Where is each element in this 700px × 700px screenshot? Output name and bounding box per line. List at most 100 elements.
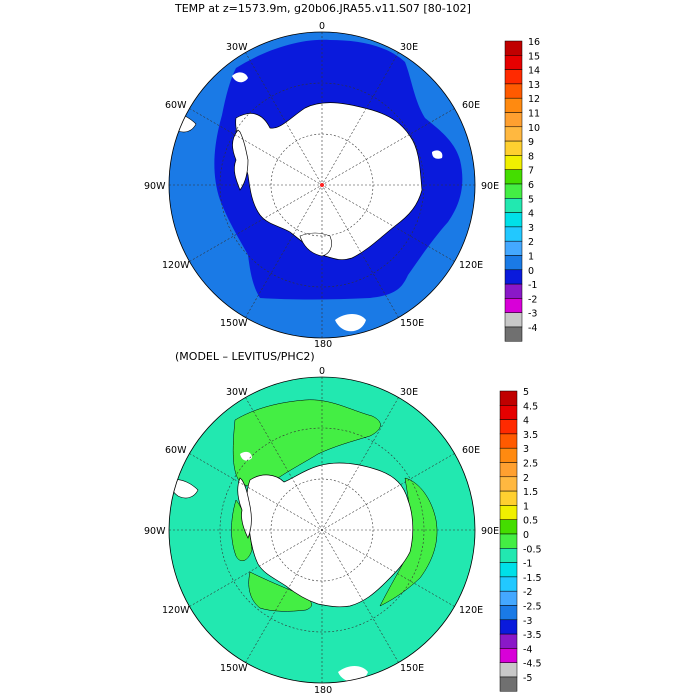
bottom-panel-title: (MODEL – LEVITUS/PHC2) bbox=[175, 350, 315, 363]
cb-bot-swatch bbox=[499, 648, 518, 663]
cb-top-swatch bbox=[504, 40, 523, 56]
cb-top-label: 5 bbox=[528, 194, 534, 205]
cb-top-swatch bbox=[504, 97, 523, 113]
top-lon-label-90e: 90E bbox=[481, 181, 499, 192]
cb-top-swatch bbox=[504, 255, 523, 271]
cb-top-label: 12 bbox=[528, 94, 540, 105]
top-lon-label-0: 0 bbox=[319, 21, 325, 32]
cb-top-label: 3 bbox=[528, 223, 534, 234]
top-island-mask-3 bbox=[335, 314, 366, 332]
cb-top-swatch bbox=[504, 69, 523, 85]
cb-bot-swatch bbox=[499, 619, 518, 635]
cb-bot-swatch bbox=[499, 433, 518, 449]
cb-bot-swatch bbox=[499, 633, 518, 649]
cb-top-swatch bbox=[504, 312, 523, 328]
bottom-graticule bbox=[169, 377, 475, 683]
cb-top-swatch bbox=[504, 298, 523, 313]
cb-bot-label: 4 bbox=[523, 416, 529, 427]
pole-marker bbox=[320, 183, 324, 187]
top-lon-label-90w: 90W bbox=[144, 181, 166, 192]
antarctica-landmass-bottom bbox=[246, 462, 414, 608]
cb-bot-swatch bbox=[499, 590, 518, 606]
bottom-lon-label-90e: 90E bbox=[481, 526, 499, 537]
cb-bot-label: 5 bbox=[523, 387, 529, 398]
cb-top-label: 11 bbox=[528, 109, 540, 120]
cb-bot-label: 2.5 bbox=[523, 459, 538, 470]
cb-top-label: -4 bbox=[528, 323, 537, 334]
top-lon-label-150e: 150E bbox=[400, 318, 424, 329]
cb-bot-label: 0.5 bbox=[523, 516, 538, 527]
top-island-mask-2 bbox=[432, 150, 443, 159]
cb-top-label: -2 bbox=[528, 294, 537, 305]
cb-bot-swatch bbox=[499, 533, 518, 549]
top-panel-title: TEMP at z=1573.9m, g20b06.JRA55.v11.S07 … bbox=[175, 2, 471, 15]
cb-bot-label: -3 bbox=[523, 616, 532, 627]
bottom-lon-label-90w: 90W bbox=[144, 526, 166, 537]
bottom-polar-map: 0 30E 60E 90E 120E 150E 180 150W 120W 90… bbox=[144, 366, 542, 696]
bottom-lon-label-60e: 60E bbox=[462, 445, 480, 456]
cb-bot-label: -4 bbox=[523, 644, 532, 655]
cb-bot-label: -0.5 bbox=[523, 544, 542, 555]
cb-top-swatch bbox=[504, 126, 523, 142]
cb-bot-label: -2 bbox=[523, 587, 532, 598]
cb-top-swatch bbox=[504, 112, 523, 128]
top-lon-label-30e: 30E bbox=[400, 42, 418, 53]
cb-top-label: 15 bbox=[528, 51, 540, 62]
top-lon-label-120w: 120W bbox=[162, 260, 190, 271]
cb-bot-label: -2.5 bbox=[523, 602, 542, 613]
cb-top-label: 14 bbox=[528, 66, 540, 77]
cb-bot-label: 4.5 bbox=[523, 401, 538, 412]
antarctic-peninsula bbox=[232, 129, 249, 191]
cb-top-label: 8 bbox=[528, 151, 534, 162]
cb-top-label: -1 bbox=[528, 280, 537, 291]
top-map-border bbox=[168, 31, 476, 339]
cb-top-swatch bbox=[504, 83, 523, 99]
bottom-lon-label-30w: 30W bbox=[226, 387, 248, 398]
cb-bot-swatch bbox=[499, 447, 518, 463]
bottom-map-border bbox=[168, 376, 476, 684]
bottom-lon-label-120w: 120W bbox=[162, 605, 190, 616]
bottom-lon-label-150e: 150E bbox=[400, 663, 424, 674]
cb-top-label: 1 bbox=[528, 252, 534, 263]
cb-top-label: 7 bbox=[528, 166, 534, 177]
cb-top-swatch bbox=[504, 198, 523, 213]
cb-bot-label: 3 bbox=[523, 444, 529, 455]
cb-top-swatch bbox=[504, 183, 523, 199]
bottom-lon-label-0: 0 bbox=[319, 366, 325, 377]
cb-top-swatch bbox=[504, 283, 523, 299]
cb-bot-label: 0 bbox=[523, 530, 529, 541]
cb-top-label: 13 bbox=[528, 80, 540, 91]
cb-bot-swatch bbox=[499, 405, 518, 420]
cb-top-swatch bbox=[504, 169, 523, 185]
cb-bot-swatch bbox=[499, 462, 518, 478]
cb-bot-swatch bbox=[499, 390, 518, 406]
cb-top-label: 2 bbox=[528, 237, 534, 248]
cb-top-swatch bbox=[504, 155, 523, 170]
cb-bot-label: 2 bbox=[523, 473, 529, 484]
cb-bot-swatch bbox=[499, 548, 518, 563]
cb-bot-swatch bbox=[499, 519, 518, 535]
cb-bot-label: -1 bbox=[523, 559, 532, 570]
top-map-panel: 0 30E 60E 90E 120E 150E 180 150W 120W 90… bbox=[144, 21, 540, 350]
cb-top-swatch bbox=[504, 212, 523, 228]
cb-top-label: -3 bbox=[528, 309, 537, 320]
bottom-map-panel: 0 30E 60E 90E 120E 150E 180 150W 120W 90… bbox=[0, 350, 700, 700]
top-lon-label-120e: 120E bbox=[459, 260, 483, 271]
cb-bot-label: -4.5 bbox=[523, 659, 542, 670]
cb-top-label: 4 bbox=[528, 209, 534, 220]
bottom-lon-label-150w: 150W bbox=[220, 663, 248, 674]
top-lon-label-60e: 60E bbox=[462, 100, 480, 111]
cb-top-swatch bbox=[504, 55, 523, 70]
cb-bot-label: -1.5 bbox=[523, 573, 542, 584]
cb-top-swatch bbox=[504, 269, 523, 285]
cb-bot-label: 1 bbox=[523, 501, 529, 512]
cb-bot-swatch bbox=[499, 605, 518, 621]
cb-top-swatch bbox=[504, 140, 523, 156]
bottom-colorbar: 5 4.5 4 3.5 3 2.5 2 1.5 1 0.5 0 -0.5 -1 -1.5 -2 -2.5 -3 -… bbox=[499, 387, 542, 692]
bottom-lon-label-60w: 60W bbox=[165, 445, 187, 456]
top-lon-label-180: 180 bbox=[314, 339, 332, 350]
cb-bot-swatch bbox=[499, 676, 518, 692]
ross-ice-shelf bbox=[299, 232, 332, 257]
cb-bot-swatch bbox=[499, 662, 518, 678]
cb-top-label: 0 bbox=[528, 266, 534, 277]
